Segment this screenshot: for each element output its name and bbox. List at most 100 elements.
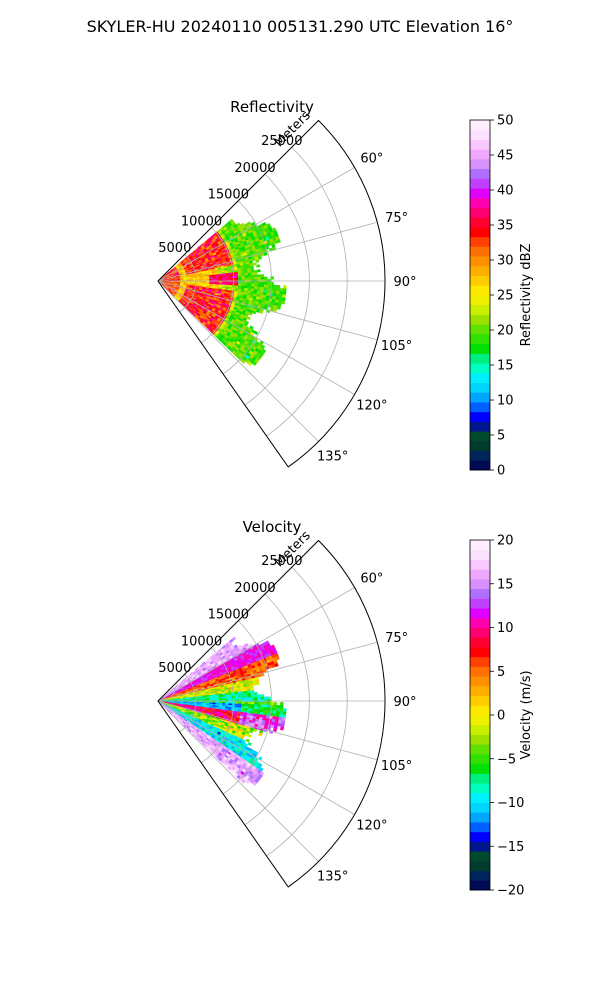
reflectivity-azimuth-tick-label: 105° — [381, 339, 412, 354]
reflectivity-colorbar-segment — [470, 129, 490, 140]
reflectivity-data-cell — [257, 281, 262, 285]
reflectivity-data-cell — [225, 278, 229, 281]
velocity-azimuth-tick-label: 105° — [381, 759, 412, 774]
velocity-colorbar-segment — [470, 870, 490, 881]
reflectivity-range-ring — [266, 146, 348, 437]
velocity-sector-frame — [157, 539, 386, 888]
reflectivity-data-cell — [241, 277, 245, 280]
velocity-data-cell — [263, 704, 268, 708]
velocity-data-cell — [255, 681, 260, 686]
reflectivity-data-cell — [256, 264, 261, 268]
reflectivity-data-cell — [282, 294, 287, 299]
reflectivity-colorbar-segment — [470, 217, 490, 228]
reflectivity-colorbar-segment — [470, 197, 490, 208]
velocity-data-cell — [273, 702, 278, 706]
velocity-data-cell — [238, 703, 242, 707]
velocity-data-cell — [234, 693, 239, 697]
velocity-data-cell — [249, 729, 254, 734]
velocity-colorbar-segment — [470, 627, 490, 638]
velocity-colorbar-segment — [470, 549, 490, 560]
velocity-data-cell — [218, 696, 223, 699]
reflectivity-colorbar-tick-label: 50 — [497, 114, 514, 129]
velocity-azimuth-tick-label: 135° — [317, 870, 348, 885]
reflectivity-data-cell — [260, 274, 265, 278]
velocity-colorbar-tick-label: 5 — [497, 665, 505, 680]
reflectivity-data-cell — [247, 277, 252, 280]
velocity-data-cell — [282, 708, 287, 712]
velocity-data-cell — [225, 698, 229, 701]
reflectivity-colorbar-segment — [470, 256, 490, 267]
reflectivity-azimuth-gridline — [157, 221, 378, 282]
reflectivity-data-cell — [253, 269, 258, 273]
reflectivity-colorbar-segment — [470, 275, 490, 286]
reflectivity-data-cell — [253, 272, 258, 276]
reflectivity-data-cell — [255, 259, 260, 263]
reflectivity-colorbar-segment — [470, 372, 490, 383]
velocity-data-cell — [279, 726, 285, 731]
reflectivity-range-ring — [201, 227, 235, 344]
reflectivity-colorbar-segment — [470, 295, 490, 306]
velocity-data-cell — [260, 694, 265, 698]
velocity-data-cell — [269, 707, 274, 711]
velocity-data-cell — [244, 697, 249, 700]
reflectivity-data-cell — [234, 273, 239, 277]
velocity-range-ring — [201, 647, 235, 764]
velocity-colorbar-segment — [470, 656, 490, 667]
velocity-data-cell — [276, 707, 281, 712]
velocity-colorbar-segment — [470, 666, 490, 677]
reflectivity-colorbar-segment — [470, 226, 490, 238]
velocity-azimuth-gridline — [157, 700, 355, 815]
reflectivity-data-cell — [270, 276, 274, 280]
reflectivity-colorbar-segment — [470, 120, 490, 131]
velocity-colorbar-tick-label: 0 — [497, 709, 505, 724]
velocity-data-cell — [238, 697, 242, 701]
velocity-data-cell — [257, 694, 261, 698]
reflectivity-data-cell — [247, 281, 252, 285]
velocity-colorbar-segment — [470, 569, 490, 580]
velocity-azimuth-tick-label: 60° — [360, 572, 383, 587]
velocity-range-tick-label: 5000 — [158, 661, 191, 676]
velocity-azimuth-tick-label: 120° — [356, 819, 387, 834]
reflectivity-colorbar-segment — [470, 440, 490, 452]
reflectivity-data-cell — [273, 287, 277, 292]
reflectivity-data-cell — [254, 281, 258, 285]
reflectivity-data-cell — [257, 274, 261, 278]
velocity-azimuth-tick-label: 75° — [385, 631, 408, 646]
velocity-panel: Velocity Meters 500010000150002000025000… — [157, 518, 534, 899]
reflectivity-colorbar-segment — [470, 265, 490, 277]
reflectivity-range-ring — [179, 253, 197, 313]
reflectivity-data-cell — [251, 277, 255, 280]
velocity-data-cell — [244, 701, 249, 705]
velocity-data-cell — [276, 710, 280, 715]
reflectivity-data-cell — [257, 286, 261, 290]
velocity-data-cell — [267, 701, 271, 706]
velocity-colorbar-segment — [470, 831, 490, 842]
reflectivity-title: Reflectivity — [230, 98, 314, 116]
velocity-colorbar-label: Velocity (m/s) — [519, 670, 534, 759]
reflectivity-data-cell — [250, 274, 255, 278]
reflectivity-azimuth-gridline — [157, 280, 378, 341]
reflectivity-data-cell — [253, 286, 258, 290]
velocity-data-cell — [245, 738, 250, 743]
reflectivity-data-cell — [206, 278, 210, 281]
reflectivity-data-cell — [244, 275, 249, 278]
velocity-data-cell — [254, 694, 258, 698]
reflectivity-colorbar-segment — [470, 324, 490, 335]
reflectivity-azimuth-tick-label: 60° — [360, 152, 383, 167]
reflectivity-colorbar-segment — [470, 285, 490, 296]
reflectivity-colorbar-segment — [470, 392, 490, 403]
reflectivity-data-cell — [254, 277, 258, 280]
reflectivity-data-cell — [209, 278, 213, 281]
reflectivity-colorbar-segment — [470, 158, 490, 170]
velocity-data-cell — [241, 693, 245, 696]
velocity-azimuth-gridline — [157, 641, 378, 702]
reflectivity-sector-frame — [157, 119, 386, 468]
velocity-data-cell — [270, 702, 274, 706]
reflectivity-data-cell — [225, 276, 229, 279]
velocity-data-cell — [279, 705, 284, 709]
velocity-data-cell — [272, 710, 277, 715]
velocity-range-ring — [222, 620, 272, 795]
velocity-data-cell — [260, 696, 265, 700]
velocity-colorbar-segment — [470, 588, 490, 599]
